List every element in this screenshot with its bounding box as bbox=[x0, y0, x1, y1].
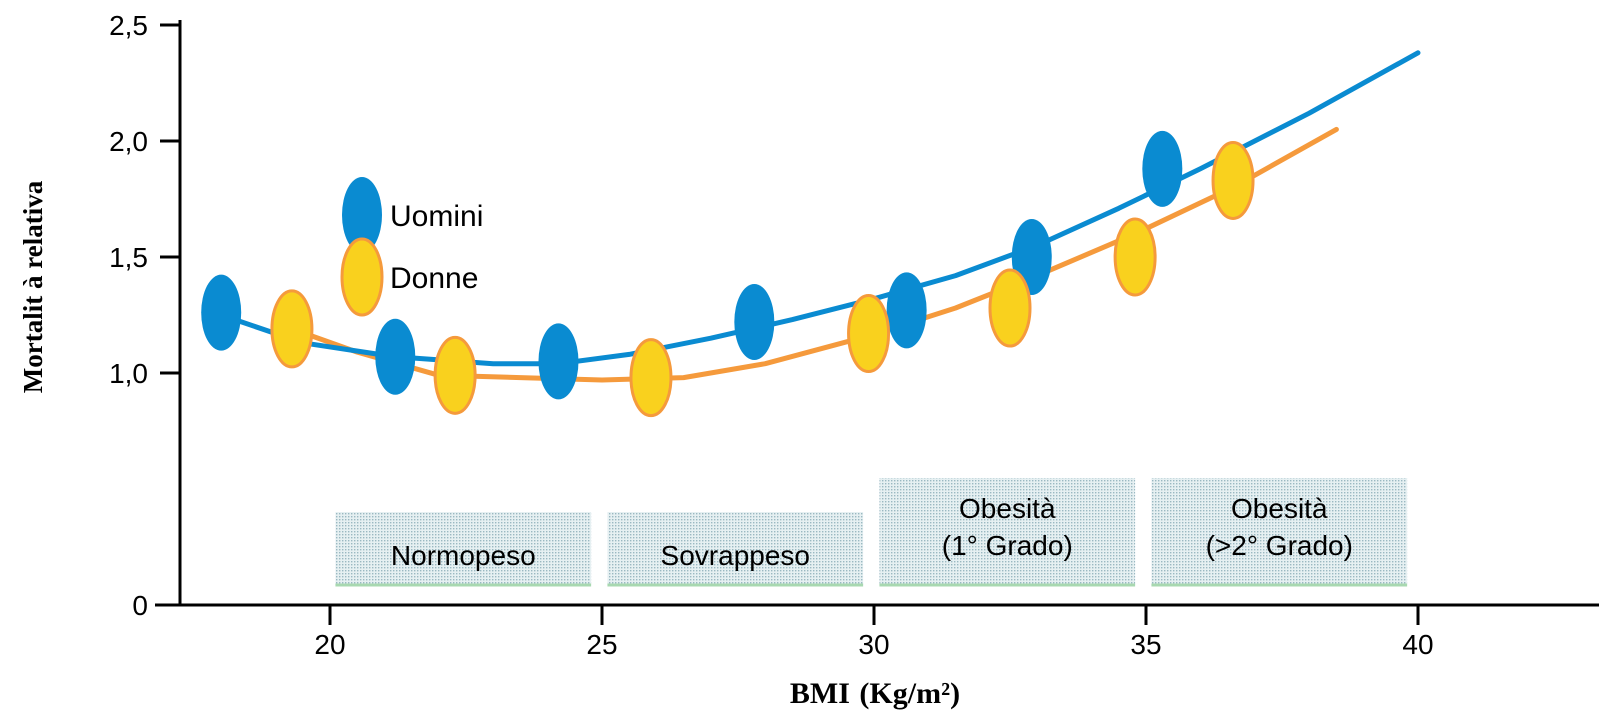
point-donne-1 bbox=[433, 335, 477, 415]
y-axis-label: Mortalit à relativa bbox=[18, 180, 48, 393]
point-uomini-4 bbox=[886, 272, 927, 349]
y-tick-label-3: 2,0 bbox=[109, 126, 148, 157]
point-uomini-0 bbox=[201, 274, 242, 351]
x-axis-label: BMI (Kg/m²) bbox=[790, 677, 960, 710]
point-donne-0 bbox=[270, 289, 314, 369]
point-uomini-2 bbox=[538, 323, 579, 400]
point-uomini-1 bbox=[375, 318, 416, 395]
y-tick-label-1: 1,0 bbox=[109, 358, 148, 389]
x-tick-label-1: 25 bbox=[586, 629, 617, 660]
x-tick-label-4: 40 bbox=[1402, 629, 1433, 660]
point-donne-4 bbox=[988, 268, 1032, 348]
axes: 0 1,0 1,5 2,0 2,5 20 25 30 35 40 bbox=[109, 10, 1599, 660]
legend-label-uomini: Uomini bbox=[390, 200, 483, 233]
point-uomini-3 bbox=[734, 283, 775, 360]
x-axis-label-unit: (Kg/m²) bbox=[859, 677, 960, 710]
x-axis-label-main: BMI bbox=[790, 677, 850, 710]
legend: Uomini Donne bbox=[340, 177, 483, 317]
zone-label-2: Obesità bbox=[959, 493, 1056, 524]
zone-box-2 bbox=[879, 478, 1136, 585]
zone-sublabel-3: (>2° Grado) bbox=[1206, 530, 1353, 561]
point-uomini-6 bbox=[1142, 130, 1183, 207]
zone-box-3 bbox=[1151, 478, 1408, 585]
zone-box-1 bbox=[607, 512, 864, 585]
point-donne-2 bbox=[629, 338, 673, 418]
x-tick-label-2: 30 bbox=[858, 629, 889, 660]
zone-label-0: Normopeso bbox=[391, 540, 536, 571]
point-donne-5 bbox=[1113, 217, 1157, 297]
zone-label-1: Sovrappeso bbox=[661, 540, 810, 571]
zone-label-3: Obesità bbox=[1231, 493, 1328, 524]
legend-marker-donne bbox=[340, 237, 384, 317]
y-tick-label-0: 0 bbox=[132, 590, 148, 621]
zone-box-0 bbox=[335, 512, 592, 585]
x-tick-label-0: 20 bbox=[314, 629, 345, 660]
y-tick-label-4: 2,5 bbox=[109, 10, 148, 41]
zone-sublabel-2: (1° Grado) bbox=[942, 530, 1073, 561]
bmi-zones: Normopeso Sovrappeso Obesità (1° Grado) Obes… bbox=[335, 478, 1408, 587]
point-donne-6 bbox=[1211, 140, 1255, 220]
legend-label-donne: Donne bbox=[390, 262, 478, 295]
x-tick-label-3: 35 bbox=[1130, 629, 1161, 660]
series-markers bbox=[201, 130, 1255, 418]
legend-marker-uomini bbox=[342, 177, 382, 253]
y-tick-label-2: 1,5 bbox=[109, 242, 148, 273]
point-donne-3 bbox=[847, 294, 891, 374]
